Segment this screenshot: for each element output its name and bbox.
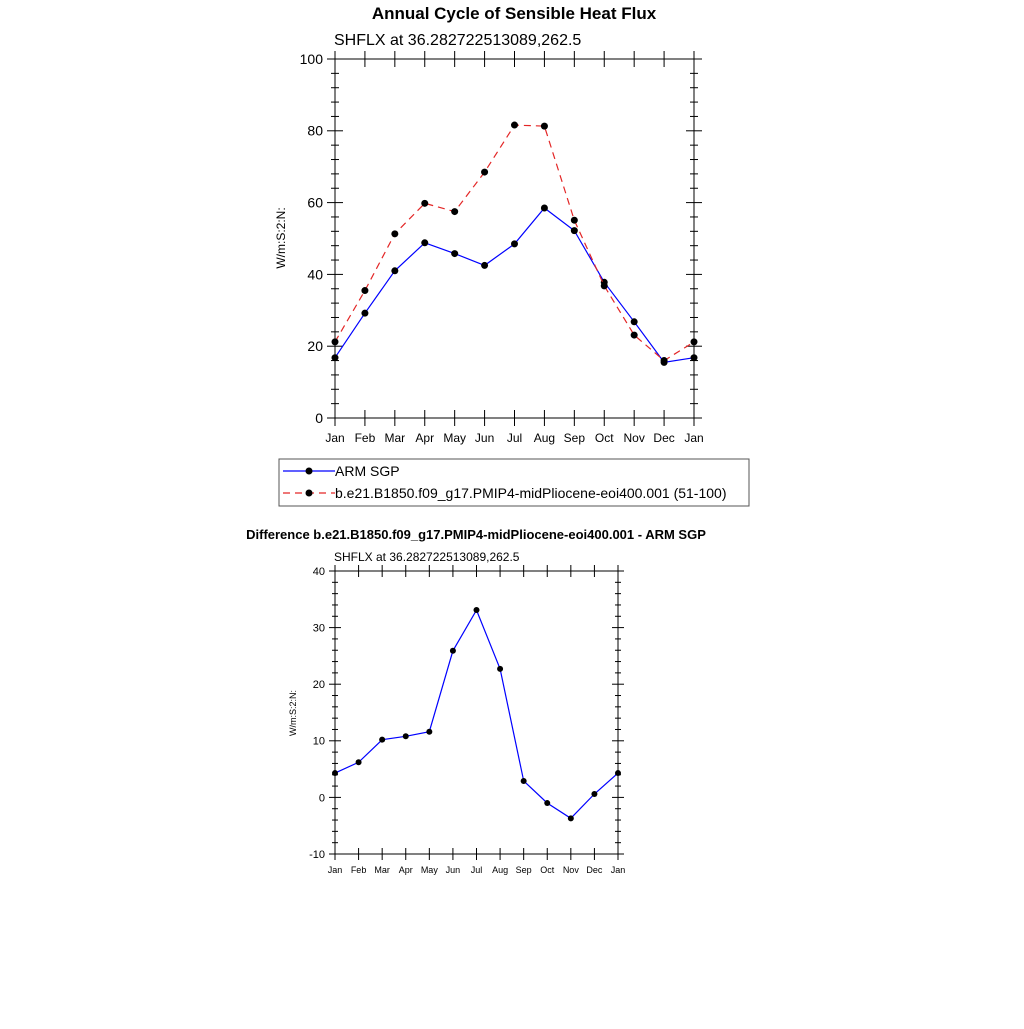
data-point <box>570 227 578 235</box>
x-tick-label: Aug <box>492 865 508 875</box>
x-tick-label: May <box>443 431 466 445</box>
x-tick-label: Nov <box>623 431 644 445</box>
data-point <box>402 733 409 740</box>
top-chart: 0 20 40 60 80 100 Jan Feb Mar Apr May Jun Jul Aug Sep O… <box>300 51 704 445</box>
x-tick-label: Aug <box>534 431 555 445</box>
bottom-chart-subtitle: SHFLX at 36.282722513089,262.5 <box>334 550 520 564</box>
x-tick-label: Nov <box>563 865 580 875</box>
top-chart-ylabel: W/m:S:2:N: <box>274 207 288 268</box>
y-tick-label: 60 <box>307 195 323 211</box>
data-point <box>481 168 489 176</box>
data-point <box>355 759 362 766</box>
data-point <box>520 777 527 784</box>
x-tick-label: Feb <box>351 865 367 875</box>
top-chart-subtitle: SHFLX at 36.282722513089,262.5 <box>334 32 581 49</box>
plot-frame <box>334 570 619 855</box>
data-point <box>690 354 698 362</box>
x-tick-label: Feb <box>355 431 376 445</box>
y-tick-label: 0 <box>319 792 325 804</box>
data-point <box>421 199 429 207</box>
data-point <box>331 338 339 346</box>
x-tick-label: Oct <box>540 865 555 875</box>
data-point <box>481 261 489 269</box>
data-point <box>332 770 338 777</box>
data-point <box>544 800 551 807</box>
plot-frame <box>334 58 695 419</box>
x-tick-label: Jul <box>507 431 522 445</box>
y-tick-label: -10 <box>309 849 325 861</box>
series-line-0 <box>334 207 695 364</box>
x-tick-label: Jun <box>446 865 461 875</box>
data-point <box>379 736 386 743</box>
main-title: Annual Cycle of Sensible Heat Flux <box>372 4 657 23</box>
x-tick-label: Mar <box>384 431 405 445</box>
data-point <box>331 354 339 362</box>
data-point <box>570 216 578 224</box>
y-tick-label: 0 <box>315 410 323 426</box>
x-tick-label: Apr <box>415 431 434 445</box>
data-point <box>497 665 504 672</box>
y-tick-label: 30 <box>313 622 325 634</box>
data-point <box>449 647 456 654</box>
x-tick-label: Dec <box>653 431 674 445</box>
legend-box <box>278 458 750 507</box>
series-line-0 <box>334 608 619 820</box>
data-point <box>630 331 638 339</box>
data-point <box>567 815 574 822</box>
data-point <box>690 338 698 346</box>
y-tick-label: 20 <box>307 338 323 354</box>
x-tick-label: Jan <box>325 431 344 445</box>
data-point <box>591 791 598 798</box>
data-point <box>426 728 433 735</box>
data-point <box>361 309 369 317</box>
x-tick-label: Mar <box>374 865 390 875</box>
data-point <box>451 208 459 216</box>
data-point <box>361 287 369 295</box>
x-tick-label: Sep <box>564 431 586 445</box>
legend-label-model: b.e21.B1850.f09_g17.PMIP4-midPliocene-eo… <box>335 485 727 501</box>
data-point <box>660 357 668 365</box>
y-tick-label: 20 <box>313 679 325 691</box>
x-tick-label: Dec <box>586 865 603 875</box>
data-point <box>630 318 638 326</box>
y-tick-label: 40 <box>307 266 323 282</box>
data-point <box>451 250 459 258</box>
data-point <box>473 607 480 614</box>
legend: ARM SGP b.e21.B1850.f09_g17.PMIP4-midPli… <box>278 458 750 507</box>
y-tick-label: 100 <box>300 51 324 67</box>
data-point <box>540 122 548 130</box>
data-point <box>511 121 518 129</box>
y-tick-label: 80 <box>307 123 323 139</box>
legend-label-arm-sgp: ARM SGP <box>335 463 400 479</box>
x-tick-label: Jun <box>475 431 494 445</box>
x-tick-label: Jan <box>328 865 343 875</box>
y-tick-label: 40 <box>313 566 325 578</box>
x-tick-label: Jul <box>471 865 483 875</box>
difference-title: Difference b.e21.B1850.f09_g17.PMIP4-mid… <box>246 527 706 542</box>
data-point <box>391 230 399 238</box>
data-point <box>540 204 548 212</box>
x-tick-label: Jan <box>611 865 626 875</box>
data-point <box>391 267 399 275</box>
data-point <box>600 282 608 290</box>
x-tick-label: Apr <box>399 865 413 875</box>
legend-marker-model <box>305 489 313 497</box>
data-point <box>421 239 429 247</box>
y-tick-label: 10 <box>313 736 325 748</box>
legend-marker-arm-sgp <box>305 467 313 475</box>
x-tick-label: May <box>421 865 439 875</box>
data-point <box>615 770 621 777</box>
x-tick-label: Oct <box>595 431 614 445</box>
x-tick-label: Sep <box>516 865 532 875</box>
bottom-chart-ylabel: W/m:S:2:N: <box>288 690 298 736</box>
data-point <box>511 240 518 248</box>
x-tick-label: Jan <box>684 431 703 445</box>
bottom-chart: -10 0 10 20 30 40 Jan Feb Mar Apr May Jun Jul Aug Sep O… <box>309 565 625 875</box>
